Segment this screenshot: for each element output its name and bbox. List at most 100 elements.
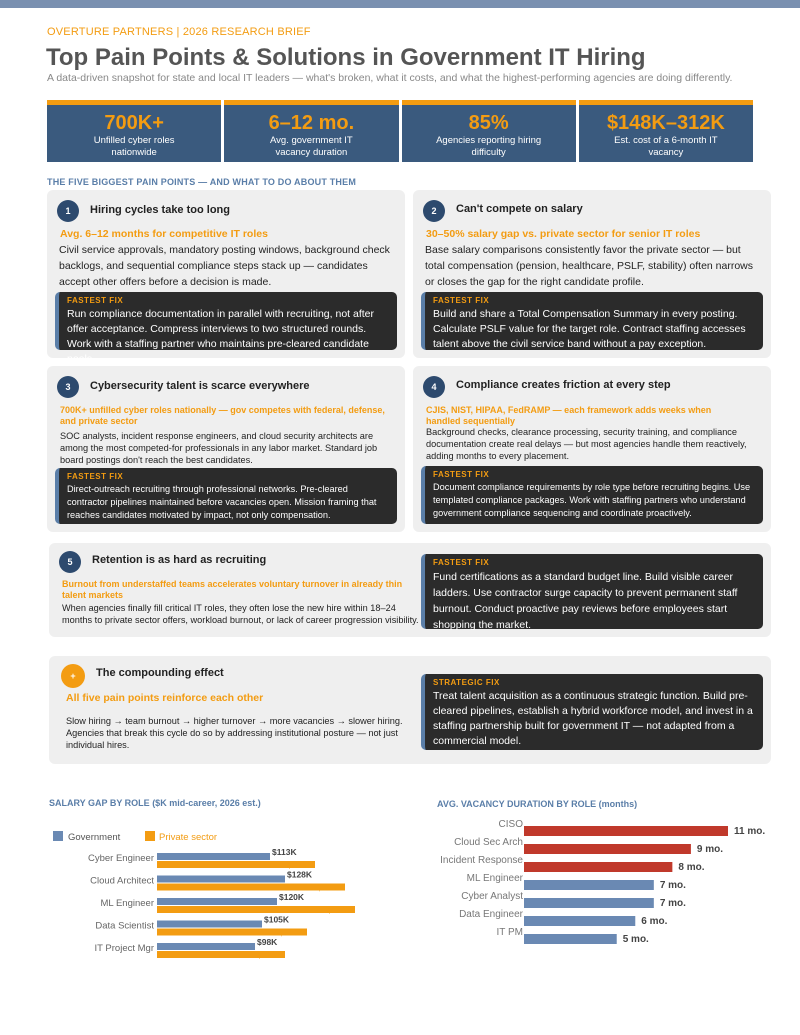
category-label: Cloud Sec Arch (454, 837, 523, 848)
legend-swatch-government (53, 831, 63, 841)
bar-private (157, 883, 345, 891)
stat-label: Unfilled cyber roles nationwide (93, 135, 175, 158)
pain-card-2: 2 Can't compete on salary 30–50% salary … (413, 190, 771, 358)
pain-card-1: 1 Hiring cycles take too long Avg. 6–12 … (47, 190, 405, 365)
bar-private (157, 928, 307, 936)
stat-label: Est. cost of a 6-month IT vacancy (614, 135, 718, 158)
category-label: ML Engineer (100, 898, 154, 909)
category-label: Data Engineer (459, 909, 524, 920)
fix-box: FASTEST FIX Fund certifications as a sta… (421, 554, 763, 631)
value-label: 6 mo. (641, 916, 667, 927)
value-label: 9 mo. (697, 844, 723, 855)
fix-box: FASTEST FIX Run compliance documentation… (55, 292, 397, 365)
fix-label: FASTEST FIX (67, 296, 124, 305)
fix-label: STRATEGIC FIX (433, 678, 500, 687)
section-heading: THE FIVE BIGGEST PAIN POINTS — AND WHAT … (47, 177, 357, 187)
fix-label: FASTEST FIX (433, 558, 490, 567)
stat-card: 700K+ Unfilled cyber roles nationwide (47, 100, 222, 162)
value-label-private: $158K (287, 860, 313, 870)
card-body: SOC analysts, incident response engineer… (60, 431, 378, 465)
value-label: 7 mo. (660, 880, 686, 891)
plus-badge: + (61, 664, 85, 688)
stat-value: 6–12 mo. (268, 112, 355, 134)
pain-card-3: 3 Cybersecurity talent is scarce everywh… (47, 366, 405, 532)
fix-text: Fund certifications as a standard budget… (433, 571, 738, 631)
bar-private (157, 861, 315, 868)
card-title: Can't compete on salary (456, 203, 583, 215)
strategic-fix-box: STRATEGIC FIX Treat talent acquisition a… (421, 674, 763, 750)
value-label: 11 mo. (734, 826, 765, 837)
stat-value: 85% (468, 112, 509, 134)
value-label: 8 mo. (678, 862, 704, 873)
stat-value: $148K–312K (606, 112, 725, 134)
bar-vacancy (524, 844, 691, 854)
card-highlight: Avg. 6–12 months for competitive IT role… (60, 228, 268, 240)
value-label-private: $198K (327, 905, 353, 915)
salary-gap-chart: Government Private sector Cyber Engineer $1… (53, 831, 355, 960)
value-label-government: $113K (272, 847, 297, 857)
fix-text: Direct-outreach recruiting through profe… (67, 484, 377, 520)
bar-government (157, 943, 255, 950)
salary-chart-title: SALARY GAP BY ROLE ($K mid-career, 2026 … (49, 798, 261, 808)
card-highlight: CJIS, NIST, HIPAA, FedRAMP — each framew… (426, 405, 712, 426)
card-body: Slow hiring → team burnout → higher turn… (66, 716, 403, 750)
category-label: Data Scientist (95, 921, 154, 932)
card-title: Hiring cycles take too long (90, 204, 230, 216)
category-label: Cyber Engineer (88, 853, 154, 864)
value-label-government: $120K (279, 892, 305, 902)
value-label-government: $128K (287, 870, 313, 880)
page-title: Top Pain Points & Solutions in Governmen… (46, 44, 646, 71)
fix-text: Treat talent acquisition as a continuous… (433, 690, 753, 747)
card-highlight: 700K+ unfilled cyber roles nationally — … (60, 405, 385, 426)
bar-government (157, 853, 270, 860)
value-label-government: $98K (257, 937, 278, 947)
card-title: Cybersecurity talent is scarce everywher… (90, 380, 310, 392)
legend-swatch-private (145, 831, 155, 841)
category-label: IT Project Mgr (95, 943, 154, 954)
category-label: ML Engineer (467, 873, 524, 884)
stat-label: Agencies reporting hiring difficulty (436, 135, 542, 158)
page-subtitle: A data-driven snapshot for state and loc… (47, 72, 733, 84)
bar-vacancy (524, 934, 617, 944)
card-number: 1 (57, 200, 79, 222)
pain-card-4: 4 Compliance creates friction at every s… (413, 366, 771, 532)
card-number: 5 (59, 551, 81, 573)
fix-text: Document compliance requirements by role… (433, 482, 751, 518)
card-highlight: Burnout from understaffed teams accelera… (62, 579, 403, 600)
stats-row: 700K+ Unfilled cyber roles nationwide 6–1… (47, 100, 753, 162)
value-label-private: $188K (317, 883, 343, 893)
card-number: 3 (57, 376, 79, 398)
stat-value: 700K+ (104, 112, 164, 134)
value-label: 7 mo. (660, 898, 686, 909)
value-label: 5 mo. (623, 934, 649, 945)
stat-card: 85% Agencies reporting hiring difficulty (401, 100, 576, 162)
card-title: Compliance creates friction at every ste… (456, 379, 671, 391)
legend-label-government: Government (68, 832, 121, 843)
vacancy-chart-title: AVG. VACANCY DURATION BY ROLE (months) (437, 799, 638, 809)
stat-card: 6–12 mo. Avg. government IT vacancy durat… (224, 100, 399, 162)
pain-card-5: 5 Retention is as hard as recruiting Bur… (49, 543, 771, 637)
category-label: CISO (499, 819, 524, 830)
bar-vacancy (524, 898, 654, 908)
stat-card: $148K–312K Est. cost of a 6-month IT vaca… (578, 100, 753, 162)
bar-private (157, 906, 355, 913)
card-highlight: All five pain points reinforce each othe… (66, 692, 264, 704)
card-body: Civil service approvals, mandatory posti… (59, 244, 390, 288)
fix-text: Build and share a Total Compensation Sum… (433, 308, 746, 350)
value-label-private: $150K (279, 928, 305, 938)
category-label: Cyber Analyst (461, 891, 523, 902)
fix-box: FASTEST FIX Build and share a Total Comp… (421, 292, 763, 350)
category-label: IT PM (497, 927, 523, 938)
card-body: When agencies finally fill critical IT r… (62, 603, 419, 625)
category-label: Cloud Architect (90, 876, 154, 887)
bar-government (157, 898, 277, 905)
bar-government (157, 875, 285, 883)
fix-box: FASTEST FIX Document compliance requirem… (421, 466, 763, 524)
value-label-government: $105K (264, 915, 290, 925)
card-title: The compounding effect (96, 667, 224, 679)
fix-box: FASTEST FIX Direct-outreach recruiting t… (55, 468, 397, 524)
vacancy-duration-chart: CISO 11 mo. Cloud Sec Arch 9 mo. Incident Re… (440, 819, 765, 945)
fix-label: FASTEST FIX (67, 472, 124, 481)
top-accent-bar (0, 0, 800, 8)
stat-label: Avg. government IT vacancy duration (270, 135, 353, 158)
